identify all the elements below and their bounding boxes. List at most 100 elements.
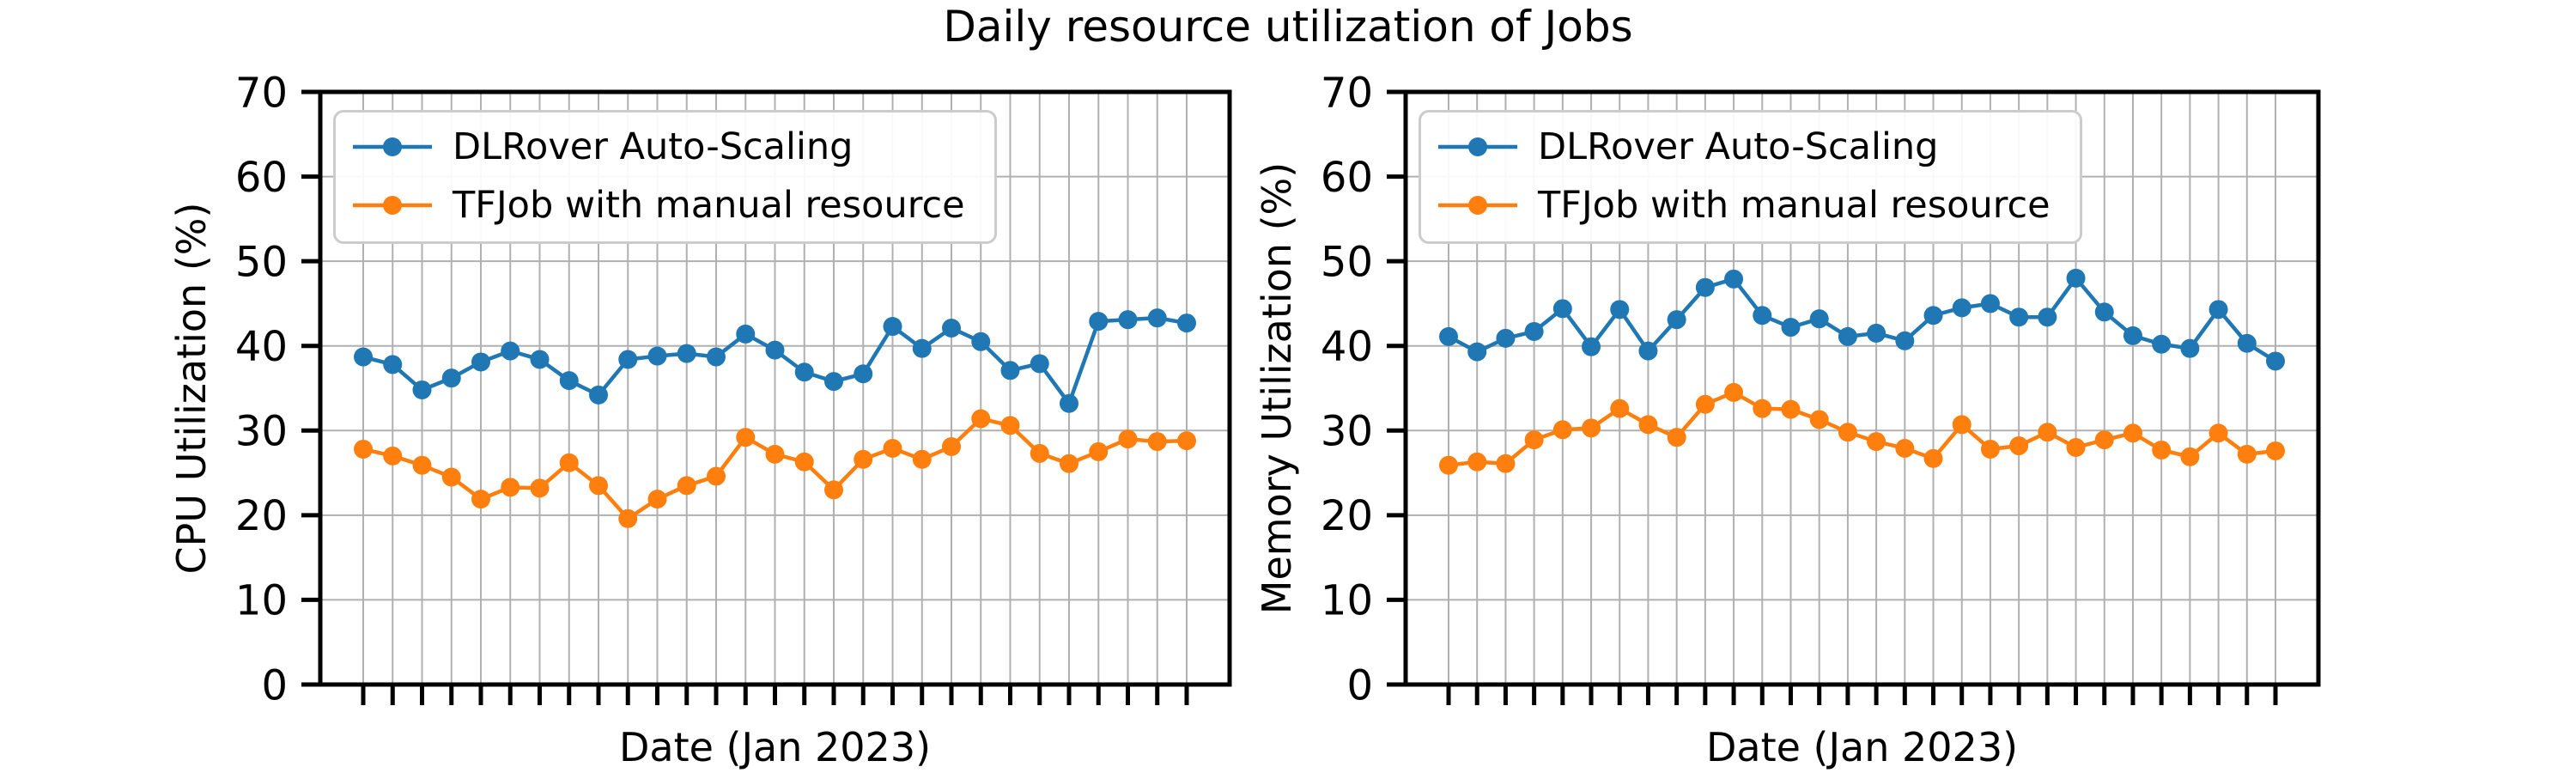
data-point-marker <box>1895 438 1915 458</box>
data-point-marker <box>1524 321 1544 341</box>
y-tick-label: 30 <box>235 408 288 456</box>
data-point-marker <box>1118 429 1138 449</box>
data-point-marker <box>2266 351 2285 371</box>
data-point-marker <box>1695 277 1715 297</box>
memory-plot-area: 0 10 20 30 40 50 60 70 <box>1321 69 2321 709</box>
data-point-marker <box>794 452 814 472</box>
y-tick-label: 40 <box>235 323 288 371</box>
legend-entry: DLRover Auto-Scaling <box>353 121 965 173</box>
data-point-marker <box>824 372 843 392</box>
legend-marker-icon <box>1438 196 1517 215</box>
legend-entry: TFJob with manual resource <box>353 180 965 231</box>
data-point-marker <box>647 346 667 366</box>
data-point-marker <box>1582 418 1601 438</box>
data-point-marker <box>1467 452 1487 472</box>
data-point-marker <box>1952 298 1971 318</box>
data-point-marker <box>1809 410 1829 429</box>
legend-entry: DLRover Auto-Scaling <box>1438 121 2050 173</box>
data-point-marker <box>1089 312 1109 332</box>
legend-series-label: TFJob with manual resource <box>453 184 965 227</box>
data-point-marker <box>2038 423 2057 442</box>
data-point-marker <box>1980 439 2000 459</box>
data-point-marker <box>1147 432 1167 452</box>
y-tick-label: 70 <box>235 69 288 117</box>
plot-inner: 0 10 20 30 40 50 60 70 <box>1321 69 2321 709</box>
data-point-marker <box>2066 438 2086 457</box>
y-tick-label: 20 <box>1321 492 1373 540</box>
memory-y-axis-label: Memory Utilization (%) <box>1254 161 1300 615</box>
data-point-marker <box>501 478 520 497</box>
data-point-marker <box>1147 308 1167 328</box>
data-point-marker <box>2094 302 2114 322</box>
series-0 <box>1439 268 2285 371</box>
data-point-marker <box>559 371 579 391</box>
data-point-marker <box>912 338 932 358</box>
legend-series-label: DLRover Auto-Scaling <box>1538 125 1939 168</box>
data-point-marker <box>1838 326 1857 346</box>
data-point-marker <box>912 449 932 469</box>
y-tick-label: 60 <box>1321 154 1373 202</box>
data-point-marker <box>1809 309 1829 329</box>
series-1 <box>1439 382 2285 475</box>
data-point-marker <box>1060 453 1078 473</box>
data-point-marker <box>1781 399 1801 419</box>
y-tick-label: 0 <box>1346 661 1373 709</box>
data-point-marker <box>2009 436 2029 456</box>
y-tick-label: 30 <box>1321 408 1373 456</box>
data-point-marker <box>1552 420 1572 440</box>
axis-ticks: 0 10 20 30 40 50 60 70 <box>235 69 1189 709</box>
data-point-marker <box>736 324 756 344</box>
data-point-marker <box>1638 415 1658 435</box>
cpu-x-axis-label: Date (Jan 2023) <box>618 724 932 770</box>
data-point-marker <box>1753 306 1772 326</box>
data-point-marker <box>1439 455 1458 475</box>
legend-series-label: DLRover Auto-Scaling <box>453 125 854 168</box>
data-point-marker <box>1496 328 1516 348</box>
data-point-marker <box>1895 331 1915 350</box>
data-point-marker <box>1582 337 1601 356</box>
data-point-marker <box>412 380 432 399</box>
data-point-marker <box>707 466 726 486</box>
data-point-marker <box>1000 361 1020 380</box>
data-point-marker <box>1030 354 1049 374</box>
data-point-marker <box>501 341 520 361</box>
data-point-marker <box>1867 432 1886 452</box>
data-point-marker <box>1089 441 1109 461</box>
data-point-marker <box>589 385 608 405</box>
data-point-marker <box>1867 323 1886 343</box>
data-point-marker <box>2123 423 2142 443</box>
series-line <box>1447 275 2277 363</box>
cpu-legend: DLRover Auto-Scaling TFJob with manual re… <box>333 110 997 244</box>
memory-x-axis-label: Date (Jan 2023) <box>1705 724 2019 770</box>
data-point-marker <box>2208 300 2228 320</box>
data-point-marker <box>2237 333 2257 353</box>
data-point-marker <box>1952 415 1971 435</box>
data-point-marker <box>824 480 843 500</box>
data-point-marker <box>354 439 373 459</box>
data-point-marker <box>883 317 902 337</box>
data-point-marker <box>2237 444 2257 464</box>
data-point-marker <box>530 478 550 498</box>
data-point-marker <box>2208 423 2228 443</box>
legend-marker-icon <box>353 196 432 215</box>
data-point-marker <box>1030 443 1049 463</box>
data-point-marker <box>1667 310 1686 330</box>
data-point-marker <box>1118 310 1138 330</box>
y-tick-label: 60 <box>235 154 288 202</box>
legend-marker-icon <box>1438 137 1517 156</box>
cpu-y-axis-label: CPU Utilization (%) <box>168 202 215 575</box>
figure-title: Daily resource utilization of Jobs <box>943 2 1633 52</box>
data-point-marker <box>559 453 579 472</box>
legend-entry: TFJob with manual resource <box>1438 180 2050 231</box>
data-point-marker <box>971 409 991 429</box>
data-point-marker <box>765 340 785 360</box>
data-point-marker <box>1753 399 1772 418</box>
memory-utilization-chart: 0 10 20 30 40 50 60 70 Memory Utilization (%) D… <box>1254 69 2321 770</box>
data-point-marker <box>942 437 961 457</box>
data-point-marker <box>618 508 638 528</box>
data-point-marker <box>1695 394 1715 414</box>
data-point-marker <box>1439 326 1458 346</box>
data-point-marker <box>1610 300 1630 320</box>
data-point-marker <box>765 444 785 464</box>
data-point-marker <box>1524 430 1544 450</box>
